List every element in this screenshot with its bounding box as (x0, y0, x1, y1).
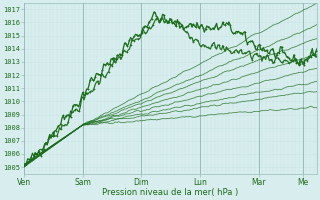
X-axis label: Pression niveau de la mer( hPa ): Pression niveau de la mer( hPa ) (102, 188, 239, 197)
